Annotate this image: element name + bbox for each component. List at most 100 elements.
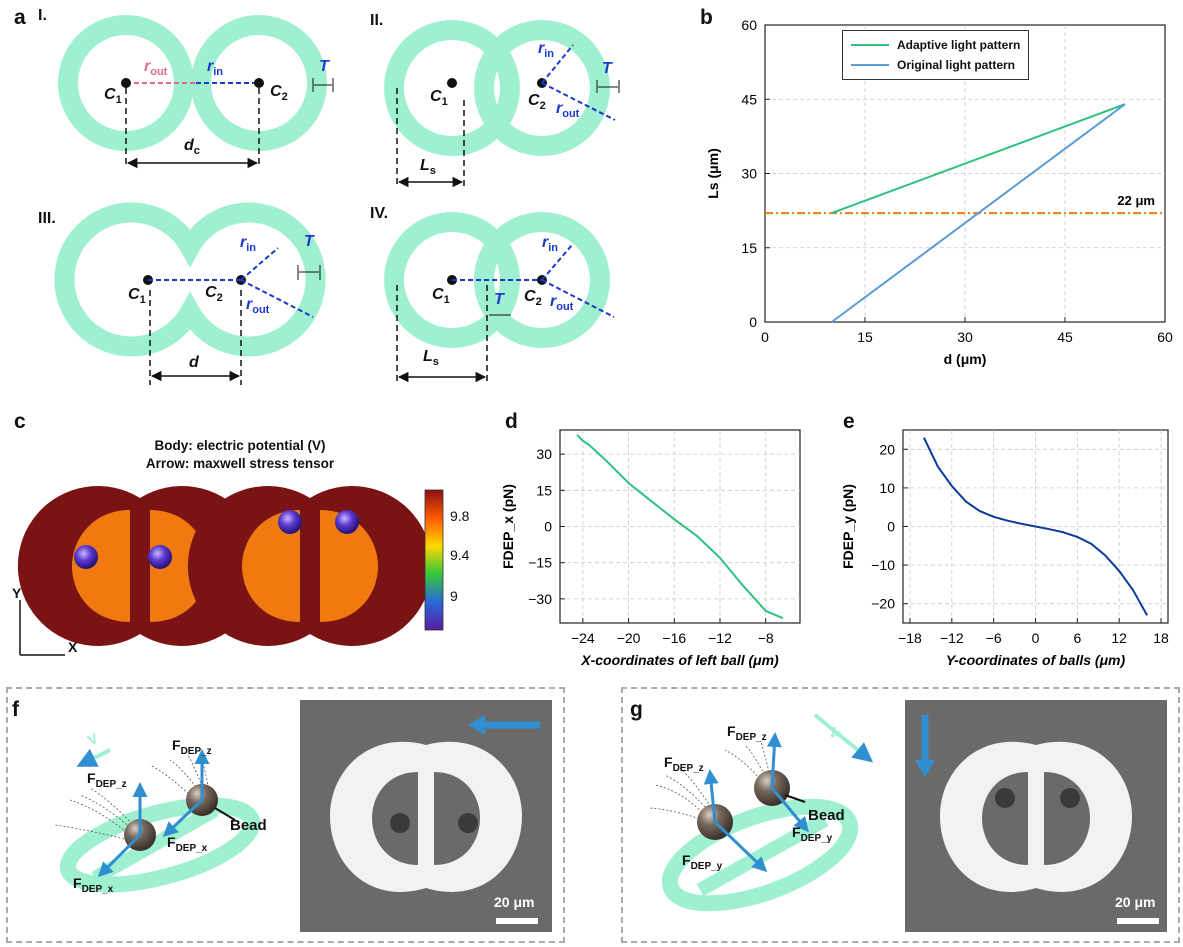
label-r-out-I: rout <box>144 58 168 79</box>
f-micrograph: 20 μm <box>300 700 552 932</box>
label-T-IV: T <box>494 291 504 308</box>
label-c2-I: C2 <box>270 83 288 104</box>
tick-label-y-3: −10 <box>871 557 895 573</box>
legend-item-adaptive: Adaptive light pattern <box>851 35 1020 55</box>
label-c1-III: C1 <box>128 286 146 307</box>
label-Ls-IV: Ls <box>423 348 439 369</box>
label-r-out-III: rout <box>246 296 270 317</box>
tick-label-x-0: −24 <box>571 630 595 646</box>
label-c1-IV: C1 <box>432 286 450 307</box>
tick-label-y-0: 0 <box>749 314 757 330</box>
tick-label-y-2: 0 <box>544 519 552 535</box>
tick-label-y-4: −30 <box>528 591 552 607</box>
y-axis-label: FDEP_x (pN) <box>500 484 516 569</box>
tick-label-y-2: 0 <box>887 519 895 535</box>
tick-label-y-0: 30 <box>536 446 552 462</box>
label-d-III: d <box>189 354 199 371</box>
f-force-x-right: FDEP_x <box>167 834 208 854</box>
tick-label-y-3: −15 <box>528 555 552 571</box>
g-scale-label: 20 μm <box>1115 894 1156 910</box>
tick-label-x-0: −18 <box>898 630 922 646</box>
diagram-II <box>384 20 620 188</box>
legend-label-original: Original light pattern <box>897 58 1016 72</box>
f-bead-label: Bead <box>230 817 267 834</box>
f-force-z-left: FDEP_z <box>87 770 127 790</box>
legend-swatch-original <box>851 64 889 66</box>
g-bead-label: Bead <box>808 807 845 824</box>
chart-b: 0 15 30 45 60 0 15 30 45 60 22 μm d (μm) Ls (μm) <box>705 17 1173 367</box>
g-force-z-right: FDEP_z <box>727 723 767 743</box>
label-T-I: T <box>319 58 329 75</box>
sub-label-IV: IV. <box>370 205 389 222</box>
sim-title: Body: electric potential (V) Arrow: maxw… <box>50 437 430 473</box>
label-r-in-IV: rin <box>542 234 559 255</box>
tick-label-x-2: −16 <box>662 630 686 646</box>
panel-label-d: d <box>505 410 518 433</box>
label-r-in-III: rin <box>240 234 257 255</box>
label-T-II: T <box>602 60 612 77</box>
colorbar <box>424 489 444 631</box>
x-axis-label: d (μm) <box>944 351 987 367</box>
series-line-0 <box>831 103 1126 215</box>
diagram-IV <box>384 212 615 385</box>
label-c2-II: C2 <box>528 92 546 113</box>
f-force-x-left: FDEP_x <box>73 875 114 895</box>
tick-label-y-2: 30 <box>741 166 757 182</box>
label-r-in-I: rin <box>207 58 224 79</box>
series-line-0 <box>922 437 1148 616</box>
tick-label-x-4: −8 <box>758 630 774 646</box>
label-Ls-II: Ls <box>420 157 436 178</box>
tick-label-x-3: 45 <box>1057 329 1073 345</box>
chart-e: −18 −12 −6 0 6 12 18 20 10 0 −10 −20 Y-coordinates o… <box>840 429 1169 668</box>
panel-label-g: g <box>630 698 643 721</box>
threshold-label: 22 μm <box>1117 193 1155 208</box>
tick-label-x-3: 0 <box>1032 630 1040 646</box>
tick-label-x-0: 0 <box>761 329 769 345</box>
sim-title-line1: Body: electric potential (V) <box>154 438 326 453</box>
label-r-out-IV: rout <box>550 293 574 314</box>
tick-label-y-1: 10 <box>879 480 895 496</box>
g-force-y-left: FDEP_y <box>682 852 723 872</box>
tick-label-x-1: −12 <box>940 630 964 646</box>
label-c2-IV: C2 <box>524 288 542 309</box>
tick-label-x-6: 18 <box>1153 630 1169 646</box>
tick-label-y-1: 15 <box>536 482 552 498</box>
sub-label-II: II. <box>370 12 384 29</box>
label-r-in-II: rin <box>538 40 555 61</box>
f-scale-bar <box>496 918 538 924</box>
series-line-1 <box>831 103 1126 323</box>
diagram-III <box>54 202 326 385</box>
label-c2-III: C2 <box>205 284 223 305</box>
legend-b: Adaptive light pattern Original light pa… <box>842 30 1030 80</box>
tick-label-y-3: 45 <box>741 91 757 107</box>
legend-label-adaptive: Adaptive light pattern <box>897 38 1021 52</box>
x-axis-label: X-coordinates of left ball (μm) <box>580 652 779 668</box>
panel-label-e: e <box>843 410 855 433</box>
panel-f-box <box>6 687 565 943</box>
g-scale-bar <box>1117 918 1159 924</box>
sub-label-III: III. <box>38 210 56 227</box>
panel-label-a: a <box>14 6 26 29</box>
panel-g-schematic <box>649 713 874 912</box>
axis-label-Y: Y <box>12 585 22 601</box>
panel-label-c: c <box>14 410 26 433</box>
sim-image <box>17 486 444 656</box>
label-T-III: T <box>304 233 314 250</box>
label-c1-I: C1 <box>104 86 122 107</box>
y-axis-label: Ls (μm) <box>705 148 721 199</box>
g-force-y-right: FDEP_y <box>792 824 833 844</box>
tick-label-y-4: 60 <box>741 17 757 33</box>
chart-d: −24 −20 −16 −12 −8 30 15 0 −15 −30 X-coordinates o… <box>500 429 801 668</box>
sub-label-I: I. <box>38 7 47 24</box>
label-c1-II: C1 <box>430 88 448 109</box>
f-force-z-right: FDEP_z <box>172 737 212 757</box>
tick-label-x-1: −20 <box>617 630 641 646</box>
panel-g-box <box>621 687 1180 943</box>
label-r-out-II: rout <box>556 100 580 121</box>
tick-label-y-4: −20 <box>871 596 895 612</box>
panel-label-b: b <box>700 6 713 29</box>
legend-item-original: Original light pattern <box>851 55 1020 75</box>
tick-label-x-2: −6 <box>986 630 1002 646</box>
tick-label-x-5: 12 <box>1111 630 1127 646</box>
tick-label-x-4: 60 <box>1157 329 1173 345</box>
